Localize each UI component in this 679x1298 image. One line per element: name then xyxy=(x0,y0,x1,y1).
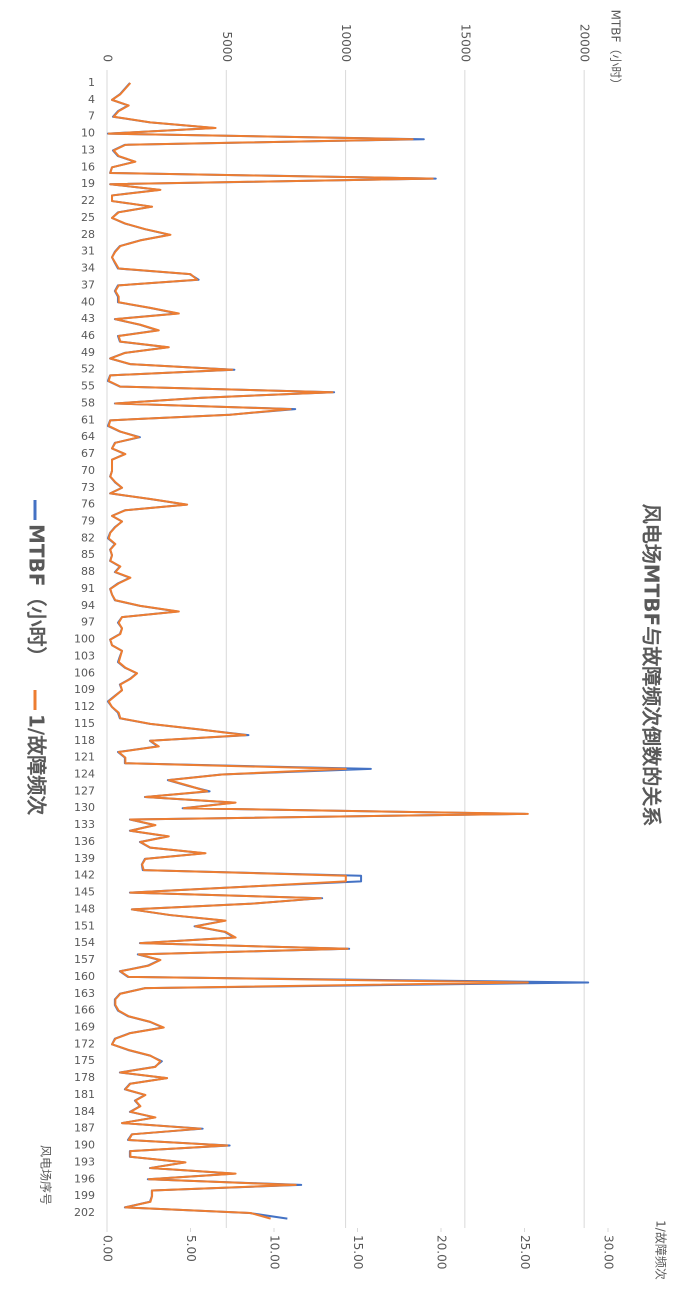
chart-title: 风电场MTBF与故障频次倒数的关系 xyxy=(640,504,664,826)
x-tick-label: 40 xyxy=(81,295,95,308)
x-tick-label: 37 xyxy=(81,278,95,291)
x-tick-label: 55 xyxy=(81,380,95,393)
x-tick-label: 70 xyxy=(81,464,95,477)
series-line xyxy=(106,82,590,1220)
x-tick-label: 142 xyxy=(74,869,95,882)
x-tick-label: 88 xyxy=(81,565,95,578)
y2-tick-label: 20.00 xyxy=(435,1235,449,1269)
x-tick-label: 124 xyxy=(74,768,95,781)
x-tick-label: 28 xyxy=(81,228,95,241)
x-tick-label: 58 xyxy=(81,396,95,409)
y2-tick-label: 5.00 xyxy=(184,1235,198,1262)
y-tick-label: 0 xyxy=(101,54,115,62)
x-tick-label: 64 xyxy=(81,430,95,443)
x-tick-label: 4 xyxy=(88,93,95,106)
series-line xyxy=(107,82,529,1220)
x-tick-label: 82 xyxy=(81,531,95,544)
x-tick-label: 115 xyxy=(74,717,95,730)
x-tick-label: 169 xyxy=(74,1020,95,1033)
x-tick-label: 178 xyxy=(74,1071,95,1084)
x-tick-label: 22 xyxy=(81,194,95,207)
x-axis-title: 风电场序号 xyxy=(39,1145,54,1205)
legend-label: MTBF（小时） xyxy=(25,524,49,666)
x-tick-label: 52 xyxy=(81,363,95,376)
x-tick-label: 163 xyxy=(74,987,95,1000)
x-tick-label: 100 xyxy=(74,633,95,646)
x-tick-label: 121 xyxy=(74,751,95,764)
x-tick-label: 13 xyxy=(81,143,95,156)
x-tick-label: 10 xyxy=(81,127,95,140)
x-tick-label: 160 xyxy=(74,970,95,983)
x-tick-label: 148 xyxy=(74,902,95,915)
y2-tick-label: 10.00 xyxy=(268,1235,282,1269)
x-tick-label: 166 xyxy=(74,1004,95,1017)
x-tick-label: 16 xyxy=(81,160,95,173)
y2-tick-label: 15.00 xyxy=(351,1235,365,1269)
y-axis-title: MTBF（小时） xyxy=(609,10,623,91)
x-tick-label: 25 xyxy=(81,211,95,224)
y2-tick-label: 0.00 xyxy=(101,1235,115,1262)
x-tick-label: 73 xyxy=(81,481,95,494)
x-tick-label: 187 xyxy=(74,1122,95,1135)
x-tick-label: 196 xyxy=(74,1172,95,1185)
x-tick-label: 136 xyxy=(74,835,95,848)
x-tick-label: 103 xyxy=(74,649,95,662)
y2-tick-label: 30.00 xyxy=(602,1235,616,1269)
x-tick-label: 154 xyxy=(74,936,95,949)
y-tick-label: 5000 xyxy=(220,31,234,62)
x-tick-label: 46 xyxy=(81,329,95,342)
x-tick-label: 175 xyxy=(74,1054,95,1067)
x-tick-label: 85 xyxy=(81,548,95,561)
x-tick-label: 118 xyxy=(74,734,95,747)
x-tick-label: 199 xyxy=(74,1189,95,1202)
x-tick-label: 193 xyxy=(74,1155,95,1168)
x-tick-label: 151 xyxy=(74,919,95,932)
x-tick-label: 43 xyxy=(81,312,95,325)
x-tick-label: 1 xyxy=(88,76,95,89)
x-tick-label: 190 xyxy=(74,1139,95,1152)
x-tick-label: 181 xyxy=(74,1088,95,1101)
x-tick-label: 139 xyxy=(74,852,95,865)
x-tick-label: 133 xyxy=(74,818,95,831)
x-tick-label: 109 xyxy=(74,683,95,696)
y-tick-label: 15000 xyxy=(458,24,472,62)
x-tick-label: 106 xyxy=(74,666,95,679)
x-tick-label: 94 xyxy=(81,599,95,612)
x-tick-label: 97 xyxy=(81,616,95,629)
legend-label: 1/故障频次 xyxy=(25,714,49,815)
rotated-chart: 风电场MTBF与故障频次倒数的关系 MTBF（小时） 1/故障频次 风电场序号 … xyxy=(25,10,669,1280)
x-tick-label: 112 xyxy=(74,700,95,713)
x-tick-label: 91 xyxy=(81,582,95,595)
x-tick-label: 76 xyxy=(81,498,95,511)
x-tick-label: 19 xyxy=(81,177,95,190)
x-tick-label: 79 xyxy=(81,515,95,528)
y2-tick-label: 25.00 xyxy=(518,1235,532,1269)
x-tick-label: 34 xyxy=(81,262,95,275)
x-tick-label: 127 xyxy=(74,784,95,797)
x-tick-label: 145 xyxy=(74,886,95,899)
x-tick-label: 202 xyxy=(74,1206,95,1219)
x-tick-label: 61 xyxy=(81,413,95,426)
x-tick-label: 49 xyxy=(81,346,95,359)
y2-axis-title: 1/故障频次 xyxy=(654,1220,669,1280)
x-tick-label: 157 xyxy=(74,953,95,966)
x-tick-label: 130 xyxy=(74,801,95,814)
x-tick-label: 184 xyxy=(74,1105,95,1118)
x-tick-label: 172 xyxy=(74,1037,95,1050)
y-tick-label: 20000 xyxy=(578,24,592,62)
x-tick-label: 31 xyxy=(81,245,95,258)
y-tick-label: 10000 xyxy=(339,24,353,62)
x-tick-label: 7 xyxy=(88,110,95,123)
x-tick-label: 67 xyxy=(81,447,95,460)
